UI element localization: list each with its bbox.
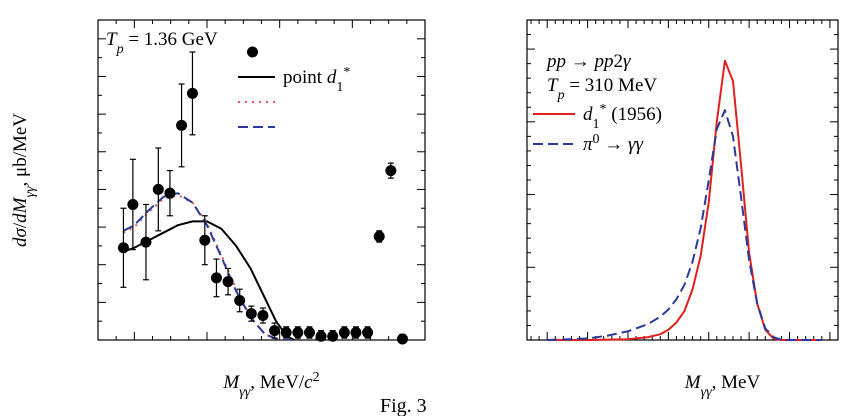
series-line-3: [122, 192, 295, 340]
data-point: [152, 183, 164, 195]
x-axis-label: Mγγ, MeV: [684, 372, 761, 400]
data-point: [373, 230, 385, 242]
series-line-1: [123, 220, 295, 340]
data-point: [292, 326, 304, 338]
data-point: [385, 165, 397, 177]
reaction-annotation: pp → pp2γ: [545, 51, 631, 72]
panel-a: Mγγ, MeV/c2 dσ/dMγγ, μb/MeV Tp = 1.36 GeV p…: [10, 19, 426, 400]
data-point: [257, 310, 269, 322]
legend-marker-experiment: [247, 46, 258, 58]
data-point: [350, 326, 362, 338]
data-point: [222, 276, 234, 288]
data-point: [186, 87, 198, 99]
data-point: [176, 119, 188, 131]
data-point: [140, 236, 152, 248]
data-point: [315, 330, 327, 342]
data-point: [269, 325, 281, 337]
data-point: [362, 326, 374, 338]
data-point: [338, 326, 350, 338]
series-line-2: [122, 194, 295, 340]
energy-annotation: Tp = 310 MeV: [547, 75, 657, 103]
legend-label-d1: d1* (1956): [583, 102, 662, 132]
legend-label-point: point d1*: [283, 65, 350, 95]
data-point: [303, 326, 315, 338]
series-line-0: [547, 59, 822, 341]
legend-label-pi0: π0 → γγ: [583, 132, 644, 156]
curves-group: [122, 192, 295, 340]
energy-annotation: Tp = 1.36 GeV: [106, 29, 218, 57]
data-point: [127, 198, 139, 210]
figure-caption: Fig. 3: [380, 395, 427, 416]
data-point: [280, 326, 292, 338]
series-line-1: [547, 109, 822, 341]
data-point: [117, 242, 129, 254]
y-axis-label: dσ/dMγγ, μb/MeV: [10, 113, 38, 247]
data-point: [327, 330, 339, 342]
data-point: [210, 272, 222, 284]
data-point: [234, 294, 246, 306]
data-point: [245, 308, 257, 320]
data-point: [396, 333, 408, 345]
data-point: [164, 187, 176, 199]
x-axis-label: Mγγ, MeV/c2: [222, 370, 319, 400]
data-point: [199, 234, 211, 246]
